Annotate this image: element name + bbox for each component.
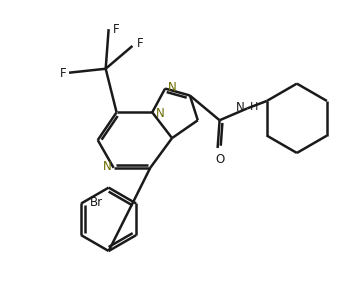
Text: F: F [136,37,143,50]
Text: F: F [113,23,119,36]
Text: N: N [156,107,165,120]
Text: Br: Br [90,196,103,209]
Text: N: N [103,160,112,173]
Text: N: N [236,101,244,114]
Text: O: O [215,153,224,166]
Text: H: H [250,102,259,112]
Text: N: N [168,81,177,94]
Text: F: F [59,67,66,80]
